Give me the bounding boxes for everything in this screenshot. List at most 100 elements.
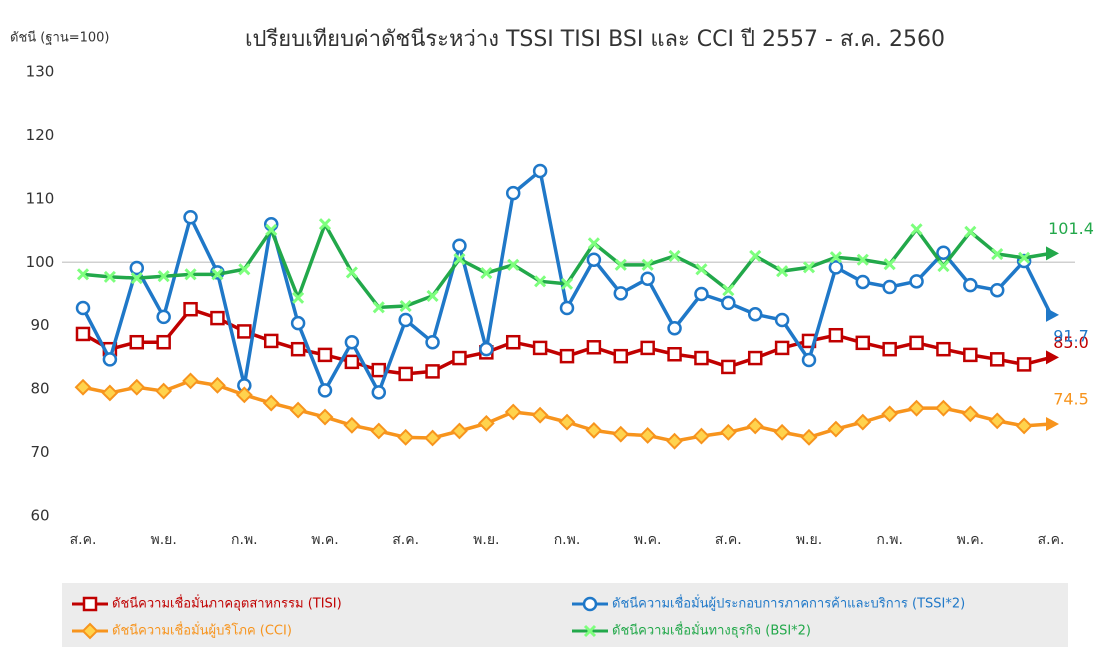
legend-label: ดัชนีความเชื่อมั่นผู้ประกอบการภาคการค้าแ… bbox=[612, 595, 965, 612]
legend-item: ดัชนีความเชื่อมั่นภาคอุตสาหกรรม (TISI) bbox=[72, 595, 342, 612]
legend-label: ดัชนีความเชื่อมั่นทางธุรกิจ (BSI*2) bbox=[612, 622, 811, 639]
marker bbox=[425, 364, 440, 379]
legend: ดัชนีความเชื่อมั่นภาคอุตสาหกรรม (TISI) ดั… bbox=[72, 595, 965, 640]
grid: 60 70 80 90 100 110 120 130 ส.ค. พ.ย. ก.พ. พ.ค. ส.ค.… bbox=[26, 63, 1075, 548]
marker bbox=[749, 249, 762, 263]
marker bbox=[156, 334, 171, 350]
marker bbox=[157, 270, 170, 283]
marker bbox=[156, 309, 171, 325]
value-label: 74.5 bbox=[1053, 390, 1089, 409]
marker bbox=[480, 267, 493, 280]
marker bbox=[908, 399, 925, 417]
marker bbox=[292, 291, 305, 304]
series: 85.0 bbox=[75, 301, 1089, 382]
marker bbox=[641, 258, 654, 271]
marker bbox=[238, 263, 251, 276]
marker bbox=[559, 300, 575, 316]
marker bbox=[397, 428, 415, 446]
marker bbox=[639, 427, 657, 444]
series: 91.7 bbox=[75, 163, 1089, 400]
marker bbox=[747, 350, 763, 366]
marker bbox=[479, 341, 494, 357]
marker bbox=[235, 386, 253, 404]
series: 101.4 bbox=[76, 218, 1094, 314]
marker bbox=[290, 341, 306, 357]
marker bbox=[265, 223, 278, 236]
marker bbox=[1046, 350, 1059, 365]
marker bbox=[667, 321, 682, 336]
marker bbox=[937, 260, 950, 273]
marker bbox=[130, 272, 143, 285]
marker bbox=[694, 286, 709, 302]
x-tick-label: ส.ค. bbox=[1038, 532, 1065, 548]
marker bbox=[694, 350, 709, 366]
marker bbox=[1046, 307, 1059, 322]
marker bbox=[614, 258, 627, 271]
legend-item: ดัชนีความเชื่อมั่นผู้ประกอบการภาคการค้าแ… bbox=[572, 595, 965, 612]
marker bbox=[183, 210, 198, 225]
marker bbox=[399, 299, 412, 313]
marker bbox=[560, 277, 574, 290]
marker bbox=[372, 301, 385, 314]
marker bbox=[183, 301, 198, 317]
marker bbox=[774, 340, 790, 356]
x-tick-label: ส.ค. bbox=[392, 532, 419, 548]
x-tick-label: พ.ย. bbox=[473, 532, 499, 548]
marker bbox=[910, 223, 923, 236]
marker bbox=[505, 185, 521, 201]
marker bbox=[1015, 417, 1033, 435]
marker bbox=[776, 265, 789, 278]
marker bbox=[855, 274, 871, 290]
marker bbox=[452, 238, 467, 254]
marker bbox=[747, 307, 763, 322]
marker bbox=[586, 340, 602, 355]
x-tick-label: พ.ย. bbox=[796, 532, 822, 548]
marker bbox=[477, 414, 495, 432]
marker bbox=[961, 405, 979, 423]
marker bbox=[504, 403, 522, 421]
y-tick-label: 100 bbox=[26, 253, 55, 271]
marker bbox=[507, 258, 520, 271]
marker bbox=[721, 359, 736, 375]
marker bbox=[184, 268, 197, 281]
marker bbox=[155, 382, 173, 400]
marker bbox=[963, 347, 978, 363]
marker bbox=[371, 362, 387, 378]
marker bbox=[1016, 357, 1032, 372]
marker bbox=[505, 334, 521, 350]
x-tick-label: พ.ค. bbox=[634, 532, 662, 548]
marker bbox=[129, 260, 145, 276]
legend-label: ดัชนีความเชื่อมั่นผู้บริโภค (CCI) bbox=[112, 622, 292, 639]
x-tick-label: ส.ค. bbox=[715, 532, 742, 548]
legend-label: ดัชนีความเชื่อมั่นภาคอุตสาหกรรม (TISI) bbox=[112, 595, 342, 612]
marker bbox=[802, 261, 816, 274]
y-tick-label: 70 bbox=[30, 443, 49, 461]
marker bbox=[721, 295, 736, 311]
marker bbox=[586, 252, 602, 267]
marker bbox=[774, 312, 790, 328]
marker bbox=[534, 275, 547, 288]
marker bbox=[182, 372, 199, 390]
x-tick-label: ก.พ. bbox=[231, 532, 258, 548]
legend-item: ดัชนีความเชื่อมั่นผู้บริโภค (CCI) bbox=[72, 622, 292, 640]
marker bbox=[746, 417, 764, 435]
plot: 85.091.7 74.5 101.4 bbox=[74, 163, 1094, 450]
marker bbox=[695, 263, 708, 276]
marker bbox=[345, 266, 358, 279]
marker bbox=[210, 310, 225, 326]
x-tick-label: พ.ย. bbox=[150, 532, 176, 548]
marker bbox=[370, 422, 388, 440]
value-label: 101.4 bbox=[1048, 219, 1094, 238]
marker bbox=[317, 383, 333, 398]
marker bbox=[668, 249, 681, 263]
marker bbox=[316, 408, 334, 426]
marker bbox=[81, 622, 99, 640]
marker bbox=[640, 340, 655, 356]
marker bbox=[532, 340, 548, 356]
marker bbox=[1046, 417, 1059, 432]
y-axis-label: ดัชนี (ฐาน=100) bbox=[10, 30, 110, 46]
series: 74.5 bbox=[74, 372, 1089, 450]
marker bbox=[963, 277, 978, 293]
marker bbox=[964, 225, 977, 238]
